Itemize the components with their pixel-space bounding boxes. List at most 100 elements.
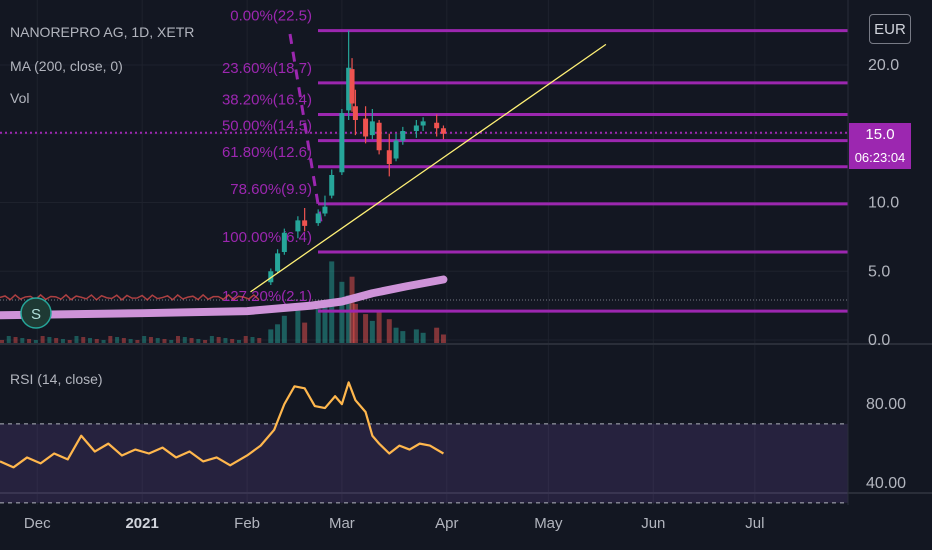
fib-level-label: 78.60%(9.9) [230, 181, 312, 198]
last-price-label: 15.0 [849, 123, 911, 147]
volume-bar [223, 338, 228, 343]
rsi-band [0, 423, 848, 503]
volume-bar [121, 338, 126, 343]
volume-bar [94, 339, 99, 343]
volume-bar [400, 331, 406, 343]
bar-countdown-label: 06:23:04 [849, 147, 911, 169]
symbol-legend[interactable]: NANOREPRO AG, 1D, XETR [10, 24, 195, 40]
volume-bar [275, 324, 281, 343]
candle-body [420, 121, 426, 126]
trend-line[interactable] [250, 43, 607, 293]
candle-body [352, 106, 358, 120]
volume-bar [0, 340, 4, 343]
volume-bar [189, 338, 194, 343]
volume-bar [376, 312, 382, 343]
ma-legend[interactable]: MA (200, close, 0) [10, 58, 123, 74]
time-axis-tick: Mar [329, 515, 355, 532]
time-axis-tick: May [534, 515, 563, 532]
fib-anchor-line[interactable] [288, 33, 323, 223]
volume-bar [33, 340, 38, 343]
rsi-legend[interactable]: RSI (14, close) [10, 371, 103, 387]
candle-body [268, 271, 274, 283]
candle-body [376, 122, 382, 151]
fib-level-label: 23.60%(18.7) [222, 60, 312, 77]
volume-bar [203, 340, 208, 343]
price-axis-tick: 5.0 [868, 263, 890, 280]
candle-body [346, 67, 352, 111]
volume-bar [209, 336, 214, 343]
fib-level-label: 38.20%(16.4) [222, 92, 312, 109]
candle-body [281, 232, 287, 252]
volume-bar [47, 337, 52, 343]
volume-bar [128, 339, 133, 343]
fib-level-label: 0.00%(22.5) [230, 8, 312, 25]
volume-bar [386, 319, 392, 343]
time-axis-tick: Apr [435, 515, 458, 532]
volume-bar [434, 327, 440, 343]
candle-body [302, 220, 308, 226]
fib-level-label: 50.00%(14.5) [222, 118, 312, 135]
candle-body [275, 253, 281, 272]
split-marker[interactable] [20, 297, 52, 329]
volume-bar [322, 300, 328, 343]
candle-body [363, 118, 369, 137]
price-axis-tick: 10.0 [868, 195, 899, 212]
volume-bar [295, 310, 301, 343]
candle-body [315, 213, 321, 224]
time-axis-tick: Jul [745, 515, 764, 532]
volume-bar [257, 338, 262, 343]
volume-bar [281, 315, 287, 343]
volume-bar [196, 339, 201, 343]
price-history-line [0, 293, 260, 301]
volume-bar [88, 338, 93, 343]
volume-bar [243, 336, 248, 343]
volume-bar [108, 336, 113, 343]
volume-bar [346, 295, 352, 343]
volume-legend[interactable]: Vol [10, 90, 30, 106]
price-axis-tick: 20.0 [868, 57, 899, 74]
candle-body [386, 150, 392, 164]
candle-body [349, 69, 355, 104]
volume-bar [236, 340, 241, 343]
candle-body [339, 113, 345, 173]
volume-bar [169, 340, 174, 343]
volume-bar [162, 339, 167, 343]
volume-bar [67, 340, 72, 343]
volume-bar [216, 337, 221, 343]
fib-level-label: 100.00%(6.4) [222, 229, 312, 246]
volume-bar [74, 336, 79, 343]
candle-body [329, 175, 335, 196]
volume-bar [27, 339, 32, 343]
candle-body [400, 131, 406, 141]
volume-bar [363, 314, 369, 343]
time-axis-tick: Dec [24, 515, 51, 532]
fib-level-label: 61.80%(12.6) [222, 144, 312, 161]
candle-body [369, 121, 375, 136]
rsi-axis-tick: 80.00 [866, 396, 906, 413]
time-axis-tick: Feb [234, 515, 260, 532]
candle-body [393, 140, 399, 159]
volume-bar [115, 337, 120, 343]
volume-bar [101, 340, 106, 343]
currency-button[interactable]: EUR [869, 14, 911, 44]
ma200-line [0, 275, 448, 320]
volume-bar [13, 337, 18, 343]
volume-bar [369, 320, 375, 343]
volume-bar [302, 322, 308, 343]
volume-bar [148, 337, 153, 343]
volume-bar [40, 336, 45, 343]
candle-body [322, 206, 328, 214]
volume-bar [155, 338, 160, 343]
price-axis-tick: 0.0 [868, 332, 890, 349]
volume-bar [60, 339, 65, 343]
volume-bar [440, 334, 446, 343]
split-marker-letter: S [31, 306, 41, 323]
volume-bar [420, 332, 426, 343]
candle-body [413, 125, 419, 131]
volume-bar [182, 337, 187, 343]
volume-bar [250, 337, 255, 343]
candle-body [434, 122, 440, 129]
volume-bar [20, 338, 25, 343]
